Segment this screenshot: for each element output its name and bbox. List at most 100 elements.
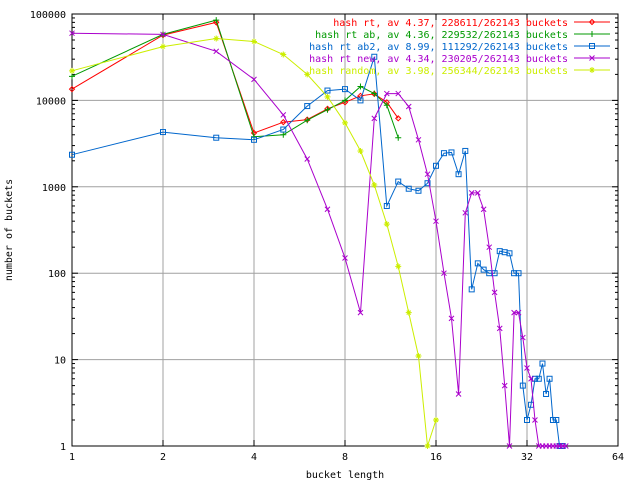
data-point — [160, 43, 166, 50]
data-point — [455, 391, 462, 397]
data-point — [528, 375, 534, 382]
y-tick-label: 10000 — [36, 96, 66, 107]
data-point — [69, 30, 75, 37]
data-point — [280, 126, 287, 133]
data-point — [589, 55, 595, 61]
data-point — [371, 115, 378, 122]
axis-ticks: 1 2 4 8 16 32 64 1 10 100 1000 10000 100000 — [30, 10, 624, 463]
data-point — [395, 178, 402, 185]
data-point — [69, 73, 75, 80]
series-layer — [68, 17, 569, 449]
data-point — [213, 134, 220, 141]
data-point — [496, 325, 503, 332]
data-point — [405, 185, 412, 192]
data-point — [524, 416, 530, 423]
data-point — [280, 112, 287, 118]
x-tick-label: 64 — [612, 452, 624, 463]
data-point — [280, 118, 287, 126]
x-tick-label: 16 — [430, 452, 442, 463]
data-point — [280, 131, 287, 138]
data-point — [251, 38, 257, 45]
data-point — [304, 71, 311, 78]
data-point — [589, 43, 595, 49]
data-point — [474, 260, 481, 267]
data-point — [562, 443, 569, 449]
data-point — [448, 315, 455, 322]
data-point — [440, 150, 447, 157]
data-point — [474, 190, 481, 196]
data-point — [515, 309, 522, 316]
x-tick-label: 2 — [160, 452, 166, 463]
data-point — [531, 375, 538, 382]
data-point — [524, 365, 530, 371]
data-point — [357, 97, 364, 104]
data-point — [480, 266, 487, 273]
data-point — [160, 31, 166, 38]
data-point — [342, 255, 348, 261]
series-3 — [69, 53, 566, 449]
series-line — [71, 32, 566, 447]
x-tick-label: 8 — [342, 452, 348, 463]
data-point — [519, 382, 526, 389]
legend-label: hash rt, av 4.37, 228611/262143 buckets — [333, 18, 568, 29]
data-point — [532, 417, 538, 423]
data-point — [424, 171, 431, 178]
data-point — [543, 390, 550, 397]
data-point — [506, 250, 513, 257]
data-point — [491, 289, 498, 296]
data-point — [415, 136, 422, 143]
data-point — [304, 103, 311, 110]
data-point — [357, 83, 364, 90]
data-point — [371, 90, 378, 97]
y-tick-label: 1000 — [42, 183, 66, 194]
data-point — [69, 67, 75, 74]
series-5 — [69, 35, 439, 449]
y-axis-label: number of buckets — [4, 179, 15, 281]
legend-label: hash random, av 3.98, 256344/262143 buck… — [309, 66, 568, 77]
data-point — [405, 103, 412, 110]
data-point — [553, 416, 560, 423]
x-tick-label: 1 — [69, 452, 75, 463]
data-point — [304, 117, 311, 124]
data-point — [324, 106, 331, 113]
data-point — [535, 375, 542, 382]
data-point — [213, 35, 220, 42]
x-tick-label: 32 — [521, 452, 533, 463]
data-point — [304, 156, 311, 162]
data-point — [213, 19, 220, 26]
data-point — [546, 375, 553, 382]
legend-label: hash rt ab2, av 8.99, 111292/262143 buck… — [309, 42, 568, 53]
data-point — [395, 263, 402, 270]
legend-label: hash rt ab, av 4.36, 229532/262143 bucke… — [315, 30, 568, 41]
data-point — [383, 90, 390, 97]
x-tick-label: 4 — [251, 452, 257, 463]
data-point — [511, 309, 517, 316]
data-point — [383, 221, 390, 228]
data-point — [68, 85, 76, 93]
data-point — [448, 149, 455, 156]
data-point — [515, 270, 522, 277]
data-point — [160, 129, 166, 136]
data-point — [324, 93, 331, 100]
data-point — [371, 53, 378, 60]
data-point — [506, 443, 513, 449]
data-point — [433, 218, 439, 225]
data-point — [69, 151, 75, 158]
data-point — [433, 416, 439, 423]
data-point — [468, 286, 475, 293]
data-point — [213, 48, 220, 55]
data-point — [395, 134, 402, 141]
data-point — [342, 119, 348, 126]
data-point — [251, 136, 257, 143]
data-point — [589, 31, 595, 37]
data-point — [213, 17, 220, 24]
data-point — [480, 206, 487, 213]
series-line — [71, 37, 437, 447]
data-point — [441, 270, 447, 277]
data-point — [549, 416, 556, 423]
series-4 — [69, 30, 569, 449]
data-point — [539, 360, 546, 367]
data-point — [511, 270, 518, 277]
data-point — [405, 309, 412, 316]
